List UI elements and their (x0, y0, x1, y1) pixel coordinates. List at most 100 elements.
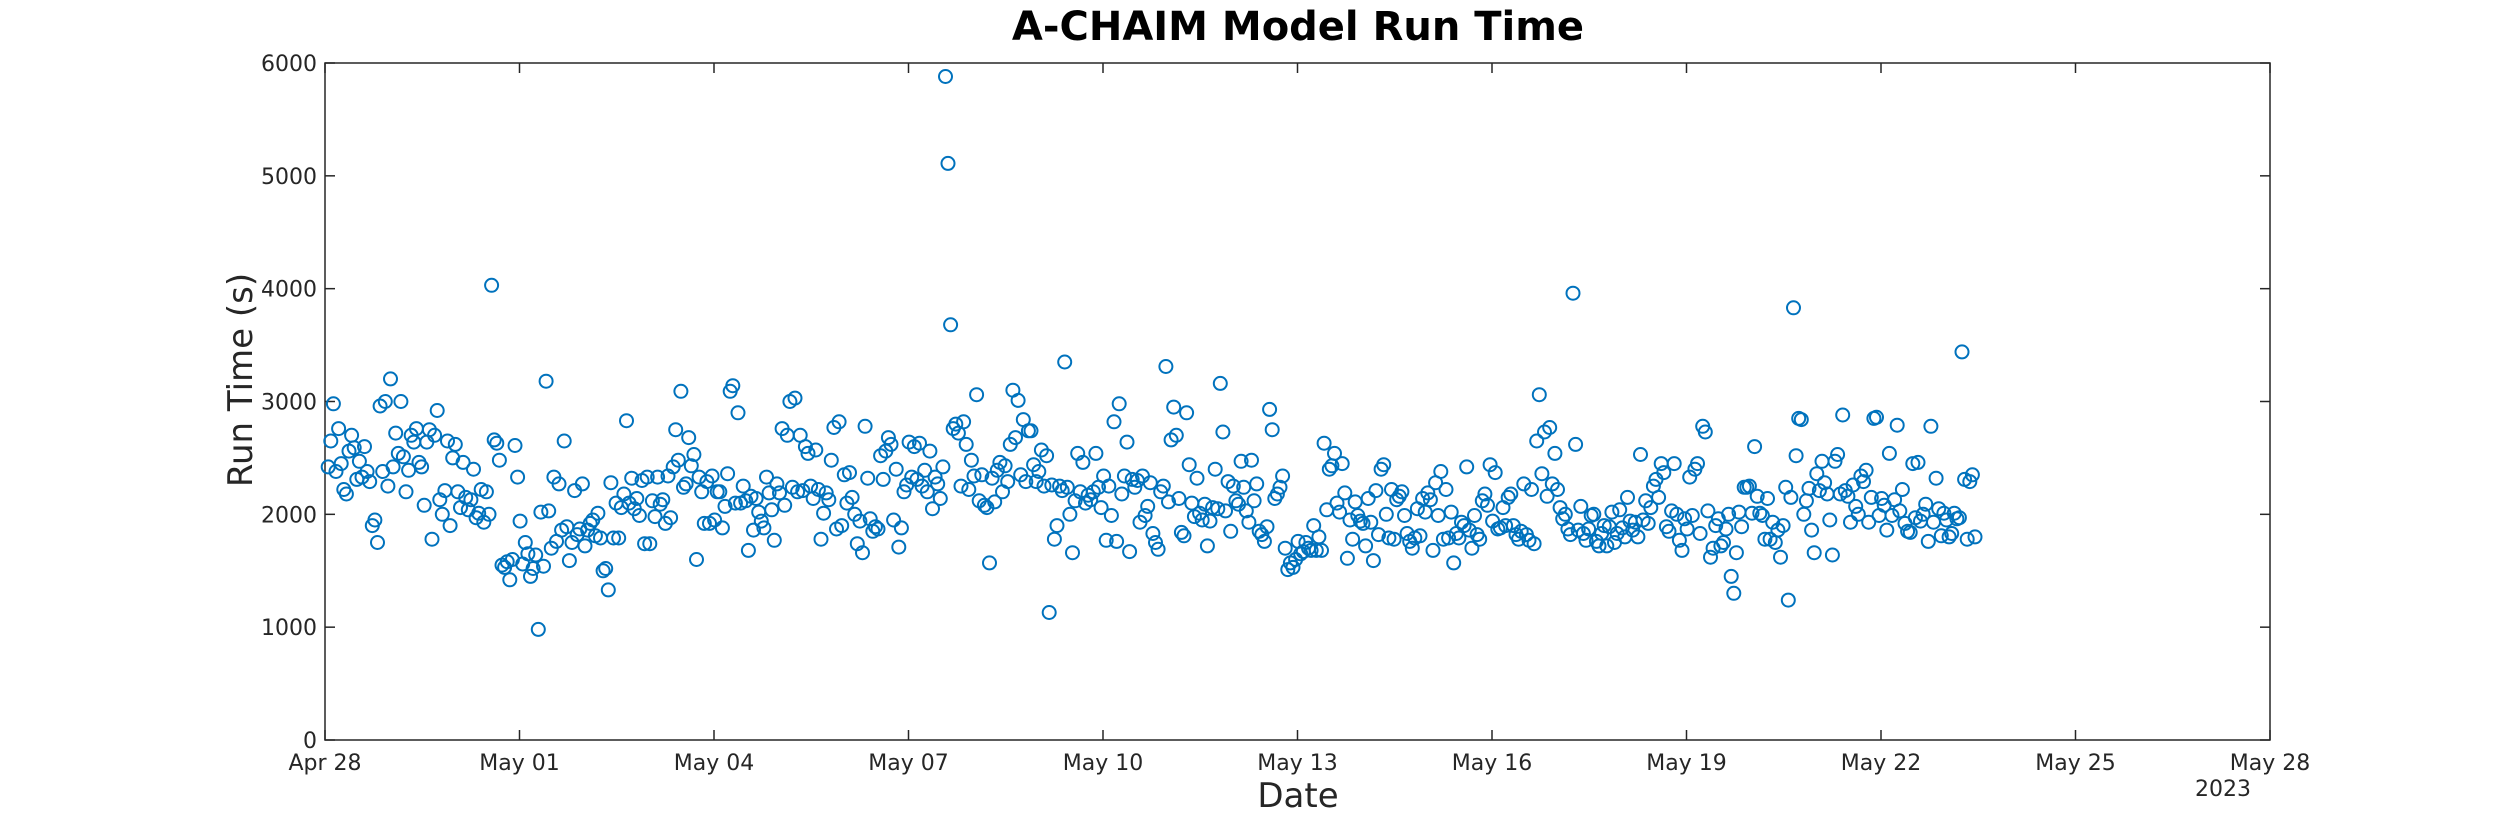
data-point (1757, 531, 1773, 547)
data-point (1148, 535, 1163, 550)
data-point (753, 513, 769, 529)
data-points (320, 69, 1983, 637)
data-point (590, 505, 606, 521)
data-point (388, 425, 404, 441)
data-point (982, 555, 997, 571)
data-point (932, 491, 948, 506)
data-point (1524, 482, 1539, 497)
data-point (484, 277, 500, 293)
data-point (748, 491, 764, 506)
data-point (1256, 533, 1272, 549)
data-point (1327, 445, 1342, 461)
data-point (764, 502, 780, 518)
data-point (323, 433, 339, 449)
data-point (1083, 492, 1099, 508)
data-point (746, 522, 761, 538)
data-point (1656, 465, 1672, 481)
data-point (1962, 474, 1978, 490)
data-point (670, 452, 686, 468)
data-point (377, 394, 393, 409)
x-tick-label: May 13 (1257, 751, 1337, 776)
data-point (393, 394, 409, 409)
data-point (1964, 467, 1980, 483)
data-point (1692, 526, 1708, 541)
data-point (1368, 483, 1384, 499)
data-point (1062, 506, 1078, 522)
data-point (1824, 547, 1840, 563)
data-point (1568, 436, 1584, 452)
data-point (1228, 493, 1244, 509)
chart-title: A-CHAIM Model Run Time (1012, 4, 1584, 50)
data-point (1181, 457, 1197, 473)
data-point (963, 452, 979, 468)
data-point (886, 512, 902, 528)
data-point (1376, 457, 1392, 473)
data-point (1119, 434, 1135, 450)
data-point (1332, 504, 1348, 520)
data-point (1703, 549, 1718, 565)
data-point (678, 476, 694, 492)
data-point (1741, 478, 1757, 494)
data-point (510, 469, 526, 485)
data-point (333, 456, 349, 472)
data-point (938, 69, 953, 84)
data-point (1171, 491, 1187, 506)
data-point (1238, 503, 1254, 519)
data-point (1547, 445, 1563, 461)
data-point (1669, 506, 1685, 522)
data-point (1329, 495, 1345, 511)
data-point (1451, 530, 1467, 546)
data-point (714, 520, 730, 536)
data-point (1389, 492, 1405, 508)
data-point (561, 553, 577, 569)
data-point (1075, 454, 1091, 470)
data-point (1246, 493, 1262, 509)
data-point (523, 568, 538, 584)
data-point (756, 520, 772, 536)
data-point (1057, 354, 1073, 370)
x-tick-label: May 01 (479, 751, 559, 776)
data-point (1218, 503, 1233, 519)
data-point (867, 519, 883, 535)
data-point (357, 439, 372, 455)
data-point (1565, 285, 1581, 301)
y-tick-label: 1000 (261, 616, 317, 641)
data-point (460, 502, 476, 518)
data-point (1651, 489, 1667, 505)
data-point (1666, 456, 1682, 472)
data-point (673, 383, 689, 399)
data-point (1464, 540, 1480, 556)
data-point (870, 521, 886, 537)
data-point (442, 518, 458, 534)
x-axis-year-label: 2023 (2195, 777, 2251, 802)
data-point (1586, 506, 1602, 522)
data-point (681, 430, 697, 446)
data-point (541, 503, 557, 519)
data-point (860, 470, 876, 486)
data-point (1285, 559, 1301, 575)
data-point (1959, 531, 1975, 547)
data-point (891, 539, 907, 555)
x-tick-label: May 25 (2035, 751, 2115, 776)
data-point (852, 513, 868, 529)
data-point (370, 535, 385, 550)
data-point (1482, 457, 1498, 473)
data-point (598, 561, 614, 576)
data-point (328, 464, 344, 479)
data-point (574, 476, 590, 492)
data-point (1869, 409, 1884, 425)
data-point (1620, 489, 1635, 505)
data-point (1422, 492, 1438, 508)
data-point (1459, 459, 1475, 475)
data-point (1744, 505, 1760, 521)
data-point (427, 427, 443, 443)
data-point (447, 436, 463, 452)
data-point (611, 530, 627, 546)
data-point (1920, 533, 1936, 549)
data-point (689, 552, 704, 567)
data-point (1168, 427, 1184, 443)
data-point (816, 505, 832, 521)
data-point (676, 479, 691, 495)
data-point (619, 413, 634, 429)
data-point (1884, 508, 1900, 523)
